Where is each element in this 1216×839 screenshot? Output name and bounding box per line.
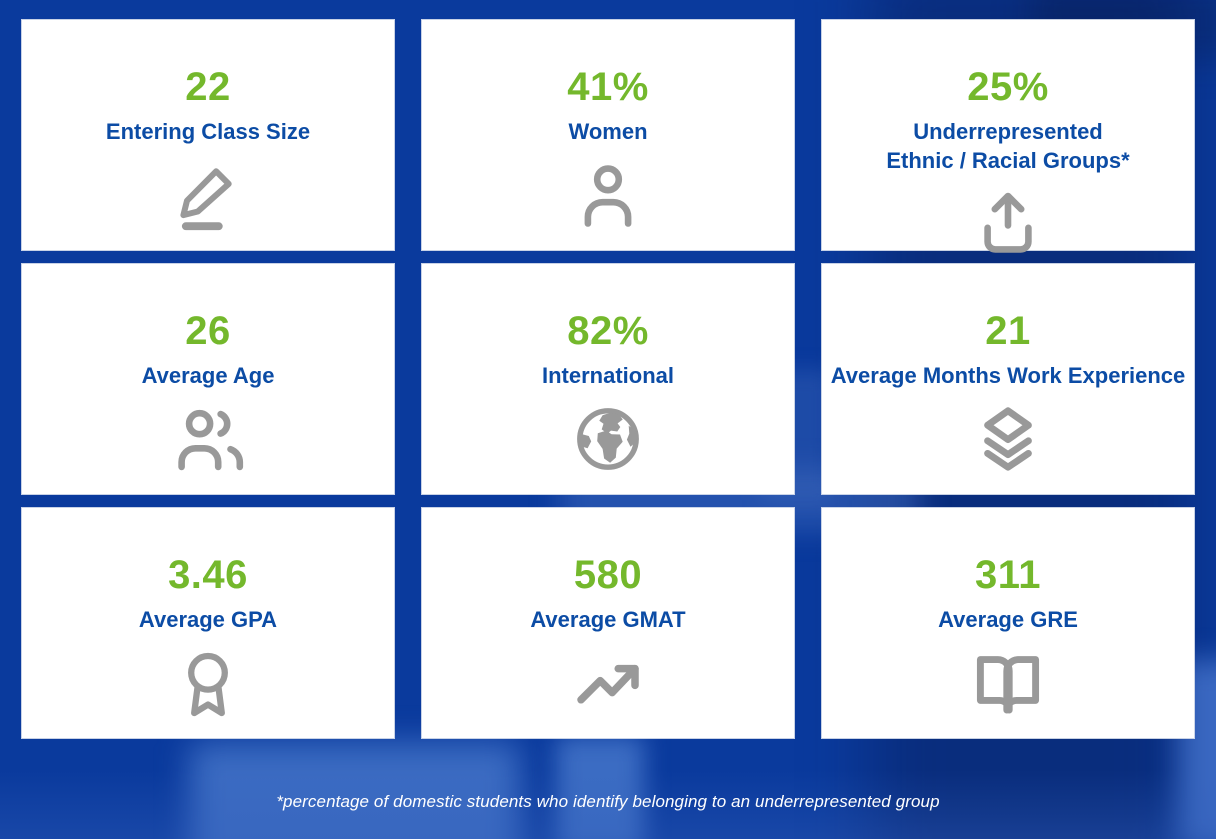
stat-value: 311 [974,553,1042,597]
users-icon [172,403,244,475]
stat-card: 26 Average Age [22,264,394,494]
stat-card: 3.46 Average GPA [22,508,394,738]
book-open-icon [972,647,1044,719]
person-icon [572,159,644,231]
award-icon [172,647,244,719]
trending-up-icon [572,647,644,719]
stat-label: Average GRE [938,607,1078,632]
stat-value: 25% [967,65,1049,109]
stat-label: Average GMAT [530,607,686,632]
stat-card: 311 Average GRE [822,508,1194,738]
stat-value: 3.46 [168,553,248,597]
layers-icon [972,403,1044,475]
background-photo-highlight [556,736,644,839]
stat-value: 26 [185,309,231,353]
pencil-icon [172,159,244,231]
background-photo-desk [190,742,520,839]
stat-value: 21 [985,309,1031,353]
stat-value: 22 [185,65,231,109]
stat-value: 82% [567,309,649,353]
stat-card: 41% Women [422,20,794,250]
stat-label: Average GPA [138,607,278,632]
stat-card: 25% Underrepresented Ethnic / Racial Grou… [822,20,1194,250]
stat-label: Average Age [141,363,275,388]
stat-label: Entering Class Size [105,119,311,144]
stat-card: 21 Average Months Work Experience [822,264,1194,494]
stat-label: Women [568,119,648,144]
globe-icon [572,403,644,475]
footnote: *percentage of domestic students who ide… [276,792,940,811]
stat-value: 580 [573,553,643,597]
stat-label: International [541,363,674,388]
stat-card: 82% International [422,264,794,494]
stat-label: Average Months Work Experience [830,363,1186,388]
stats-grid: 22 Entering Class Size 41% Women 25% Und… [22,20,1194,738]
stat-card: 580 Average GMAT [422,508,794,738]
stat-card: 22 Entering Class Size [22,20,394,250]
stat-value: 41% [567,65,649,109]
stat-label: Underrepresented Ethnic / Racial Groups* [886,119,1130,173]
upload-icon [972,187,1044,259]
